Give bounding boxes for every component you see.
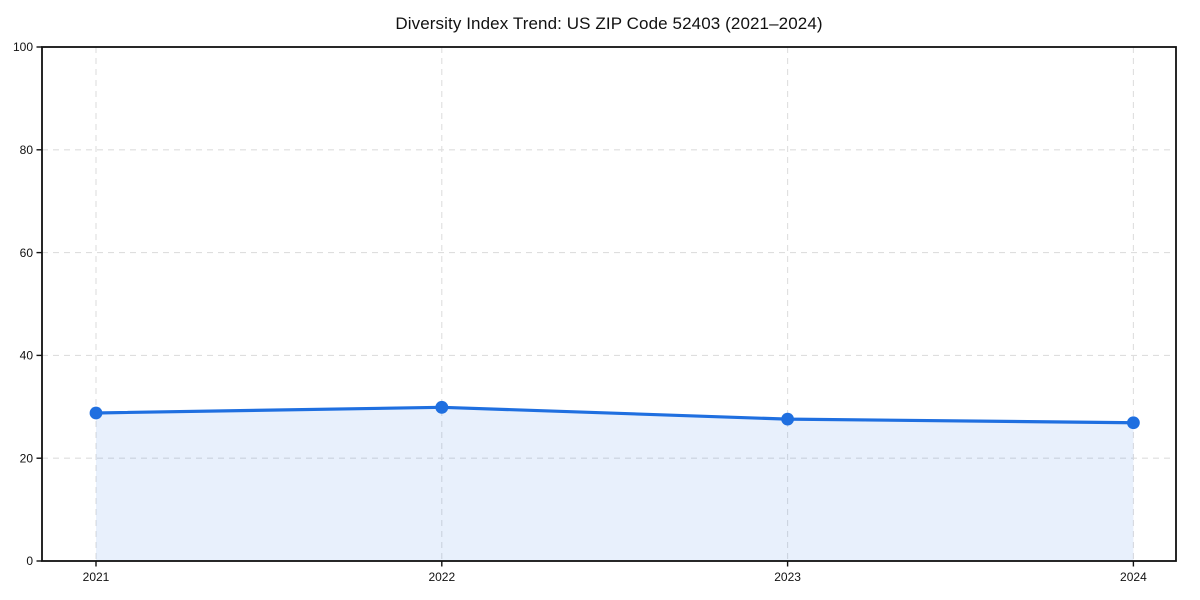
- data-point-2022: [435, 400, 449, 414]
- y-tick-label-60: 60: [20, 246, 34, 260]
- y-tick-label-0: 0: [26, 554, 33, 568]
- trend-line: [94, 405, 1136, 425]
- x-tick-label-2023: 2023: [774, 570, 801, 584]
- data-point-2021: [89, 406, 103, 420]
- x-tick-label-2021: 2021: [83, 570, 110, 584]
- data-point-2023: [781, 412, 794, 426]
- plot-border: [41, 46, 1177, 562]
- y-tick-label-100: 100: [13, 40, 33, 54]
- x-tick-label-2022: 2022: [428, 570, 455, 584]
- data-point-2024: [1127, 416, 1140, 430]
- chart-title: Diversity Index Trend: US ZIP Code 52403…: [395, 14, 823, 33]
- y-tick-label-80: 80: [20, 143, 34, 157]
- area-fill: [96, 407, 1134, 561]
- data-points: [89, 400, 1140, 430]
- y-tick-label-40: 40: [20, 349, 34, 363]
- axis-ticks: [36, 46, 1135, 567]
- y-tick-label-20: 20: [20, 451, 34, 465]
- x-tick-label-2024: 2024: [1120, 570, 1147, 584]
- axis-tick-labels: 0 20 40 60 80 100 2021 2022 2023 2024: [13, 40, 1147, 584]
